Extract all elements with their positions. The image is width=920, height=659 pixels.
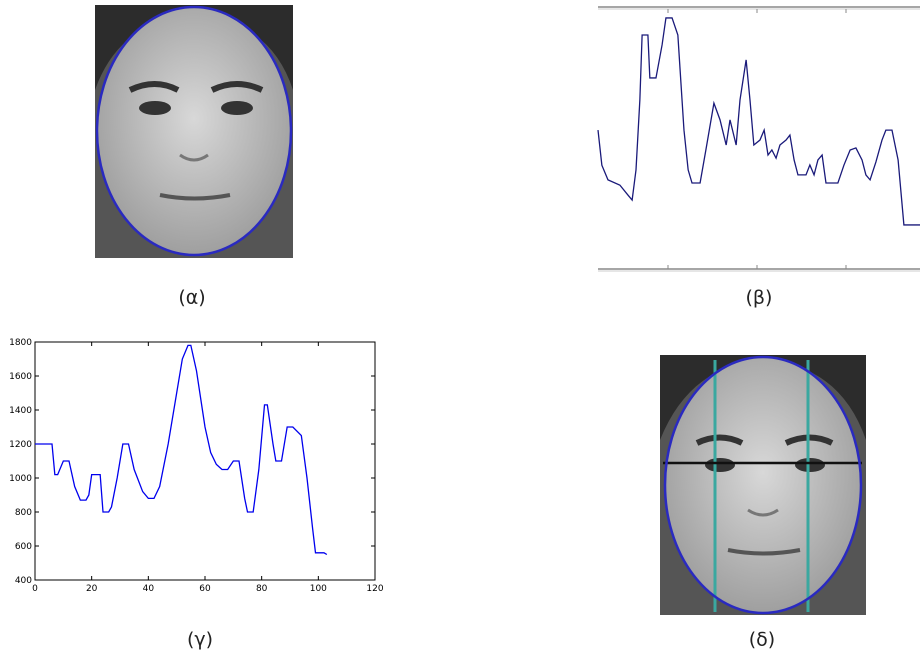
x-tick-label: 20 bbox=[86, 584, 98, 594]
caption: (α) bbox=[178, 287, 205, 309]
face-image-delta bbox=[660, 355, 866, 615]
y-tick-label: 800 bbox=[15, 508, 32, 518]
x-tick-label: 80 bbox=[256, 584, 268, 594]
data-line bbox=[598, 18, 920, 225]
x-tick-label: 100 bbox=[310, 584, 327, 594]
x-tick-label: 40 bbox=[143, 584, 155, 594]
y-tick-label: 1400 bbox=[9, 406, 32, 416]
y-tick-label: 1600 bbox=[9, 372, 32, 382]
y-tick-label: 400 bbox=[15, 576, 32, 586]
y-tick-label: 1200 bbox=[9, 440, 32, 450]
caption: (γ) bbox=[187, 629, 213, 651]
figure: (α) (δ) (β) 0 20 40 60 80 100 120 400 600 800 1000 1… bbox=[0, 0, 920, 659]
gamma-axes-box bbox=[35, 342, 375, 580]
beta-frame bbox=[598, 7, 920, 271]
face-image-alpha bbox=[95, 5, 293, 258]
caption: (δ) bbox=[749, 629, 775, 651]
x-tick-label: 60 bbox=[199, 584, 211, 594]
y-tick-label: 1000 bbox=[9, 474, 32, 484]
y-tick-label: 600 bbox=[15, 542, 32, 552]
y-tick-label: 1800 bbox=[9, 338, 32, 348]
caption: (β) bbox=[746, 287, 773, 309]
data-line bbox=[35, 345, 327, 554]
x-tick-label: 0 bbox=[32, 584, 38, 594]
x-tick-label: 120 bbox=[366, 584, 383, 594]
